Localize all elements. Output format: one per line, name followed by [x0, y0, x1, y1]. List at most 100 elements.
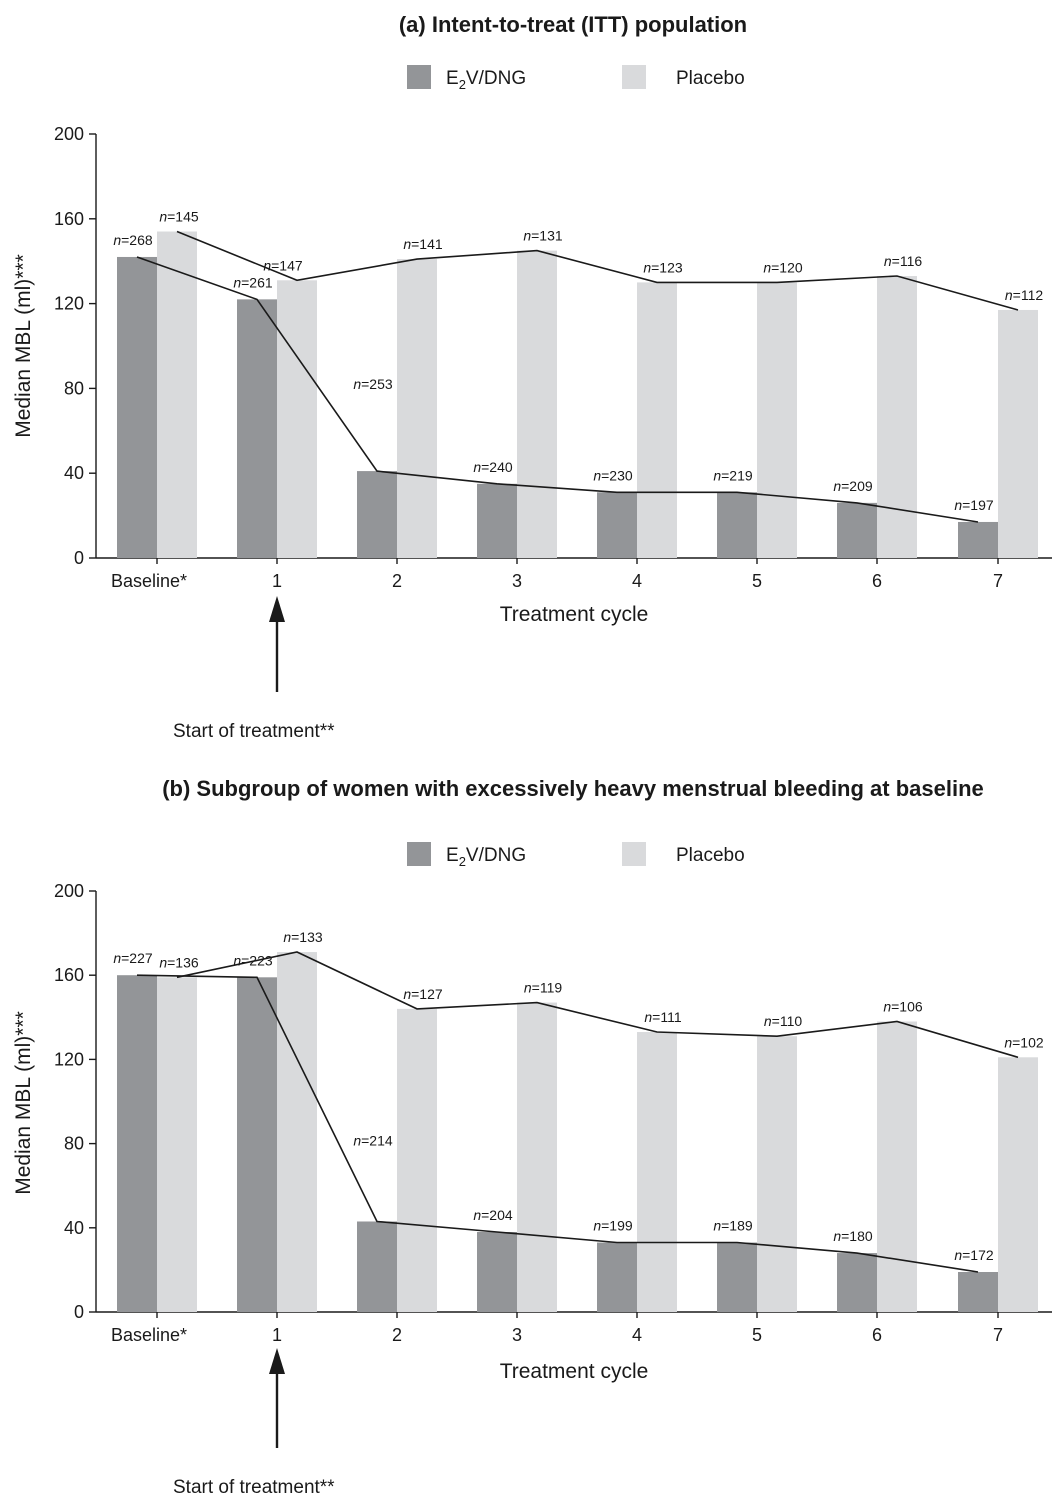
- x-axis-label: Treatment cycle: [500, 1360, 649, 1383]
- n-label-prefix: n: [473, 459, 481, 475]
- bar-e2v: [597, 492, 637, 558]
- n-label-prefix: n: [283, 929, 291, 945]
- n-label-e2v: n=197: [954, 497, 994, 513]
- n-label-value: =204: [481, 1207, 513, 1223]
- x-tick-label: 2: [392, 1325, 402, 1345]
- bar-e2v: [237, 977, 277, 1312]
- n-label-prefix: n: [883, 999, 891, 1015]
- legend-label-placebo: Placebo: [676, 845, 745, 866]
- n-label-prefix: n: [403, 236, 411, 252]
- trend-line-placebo: [176, 230, 1019, 311]
- y-tick-label: 120: [54, 1049, 84, 1069]
- bar-placebo: [877, 1021, 917, 1312]
- n-label-prefix: n: [353, 376, 361, 392]
- y-axis-label: Median MBL (ml)***: [12, 1011, 35, 1195]
- n-label-value: =106: [891, 999, 923, 1015]
- legend-label-e2v: E2V/DNG: [446, 68, 526, 92]
- n-label-placebo: n=111: [644, 1009, 681, 1025]
- n-label-value: =199: [601, 1218, 633, 1234]
- n-label-prefix: n: [1004, 1034, 1012, 1050]
- trend-line-e2v: [136, 974, 979, 1273]
- bar-placebo: [637, 282, 677, 558]
- x-tick-label: 6: [872, 1325, 882, 1345]
- bar-placebo: [277, 280, 317, 558]
- bar-placebo: [277, 952, 317, 1312]
- chart-title: (b) Subgroup of women with excessively h…: [162, 776, 984, 801]
- n-label-prefix: n: [113, 232, 121, 248]
- n-label-prefix: n: [263, 257, 271, 273]
- legend-label-e2v-suffix: V/DNG: [466, 845, 526, 866]
- n-label-e2v: n=230: [593, 467, 633, 483]
- x-tick-label: 1: [272, 571, 282, 591]
- legend-swatch-placebo: [622, 65, 646, 89]
- n-label-value: =223: [241, 952, 273, 968]
- n-label-placebo: n=136: [159, 954, 199, 970]
- trend-line-placebo: [176, 951, 1019, 1059]
- y-tick-label: 0: [74, 548, 84, 568]
- n-label-value: =261: [241, 274, 273, 290]
- n-label-prefix: n: [954, 1247, 962, 1263]
- n-label-placebo: n=110: [764, 1013, 803, 1029]
- n-label-e2v: n=223: [233, 952, 273, 968]
- n-label-prefix: n: [524, 980, 532, 996]
- n-label-value: =268: [121, 232, 153, 248]
- bar-placebo: [397, 259, 437, 558]
- n-label-prefix: n: [593, 467, 601, 483]
- x-tick-label: 4: [632, 571, 642, 591]
- x-tick-label: 5: [752, 1325, 762, 1345]
- x-tick-label: 4: [632, 1325, 642, 1345]
- n-label-e2v: n=180: [833, 1228, 873, 1244]
- n-label-e2v: n=227: [113, 950, 153, 966]
- n-label-prefix: n: [833, 1228, 841, 1244]
- bar-placebo: [157, 231, 197, 558]
- n-label-value: =120: [771, 259, 803, 275]
- n-label-value: =102: [1012, 1034, 1044, 1050]
- x-tick-label: 7: [993, 571, 1003, 591]
- n-label-prefix: n: [1005, 287, 1013, 303]
- legend-swatch-placebo: [622, 842, 646, 866]
- bar-e2v: [117, 256, 157, 558]
- n-label-e2v: n=219: [713, 467, 753, 483]
- bar-e2v: [117, 975, 157, 1312]
- y-tick-label: 40: [64, 1218, 84, 1238]
- bar-placebo: [517, 250, 557, 558]
- n-label-placebo: n=133: [283, 929, 323, 945]
- n-label-prefix: n: [113, 950, 121, 966]
- x-tick-label: 2: [392, 571, 402, 591]
- n-label-e2v: n=199: [593, 1218, 633, 1234]
- n-label-placebo: n=131: [523, 228, 563, 244]
- y-tick-label: 200: [54, 881, 84, 901]
- y-tick-label: 160: [54, 209, 84, 229]
- y-tick-label: 0: [74, 1302, 84, 1322]
- n-label-e2v: n=204: [473, 1207, 513, 1223]
- n-label-e2v: n=214: [353, 1132, 393, 1148]
- bar-placebo: [998, 309, 1038, 558]
- n-label-value: =209: [841, 478, 873, 494]
- legend-label-e2v-subscript: 2: [459, 77, 466, 92]
- bar-e2v: [357, 1221, 397, 1312]
- bar-placebo: [157, 977, 197, 1312]
- n-label-prefix: n: [353, 1132, 361, 1148]
- n-label-prefix: n: [473, 1207, 481, 1223]
- bar-e2v: [477, 483, 517, 558]
- y-tick-label: 80: [64, 378, 84, 398]
- y-tick-label: 120: [54, 294, 84, 314]
- n-label-value: =189: [721, 1218, 753, 1234]
- bar-e2v: [357, 471, 397, 558]
- legend: E2V/DNG Placebo: [407, 65, 745, 92]
- y-tick-label: 160: [54, 965, 84, 985]
- n-label-value: =240: [481, 459, 513, 475]
- n-label-e2v: n=240: [473, 459, 513, 475]
- legend-label-e2v: E2V/DNG: [446, 845, 526, 869]
- n-label-e2v: n=261: [233, 274, 273, 290]
- n-label-value: =119: [532, 980, 563, 996]
- n-label-value: =230: [601, 467, 633, 483]
- chart-panel-b: (b) Subgroup of women with excessively h…: [12, 776, 1052, 1497]
- n-label-value: =197: [962, 497, 994, 513]
- n-label-prefix: n: [954, 497, 962, 513]
- x-tick-label: 1: [272, 1325, 282, 1345]
- n-label-placebo: n=116: [884, 253, 923, 269]
- legend-swatch-e2v: [407, 65, 431, 89]
- n-label-value: =145: [167, 209, 199, 225]
